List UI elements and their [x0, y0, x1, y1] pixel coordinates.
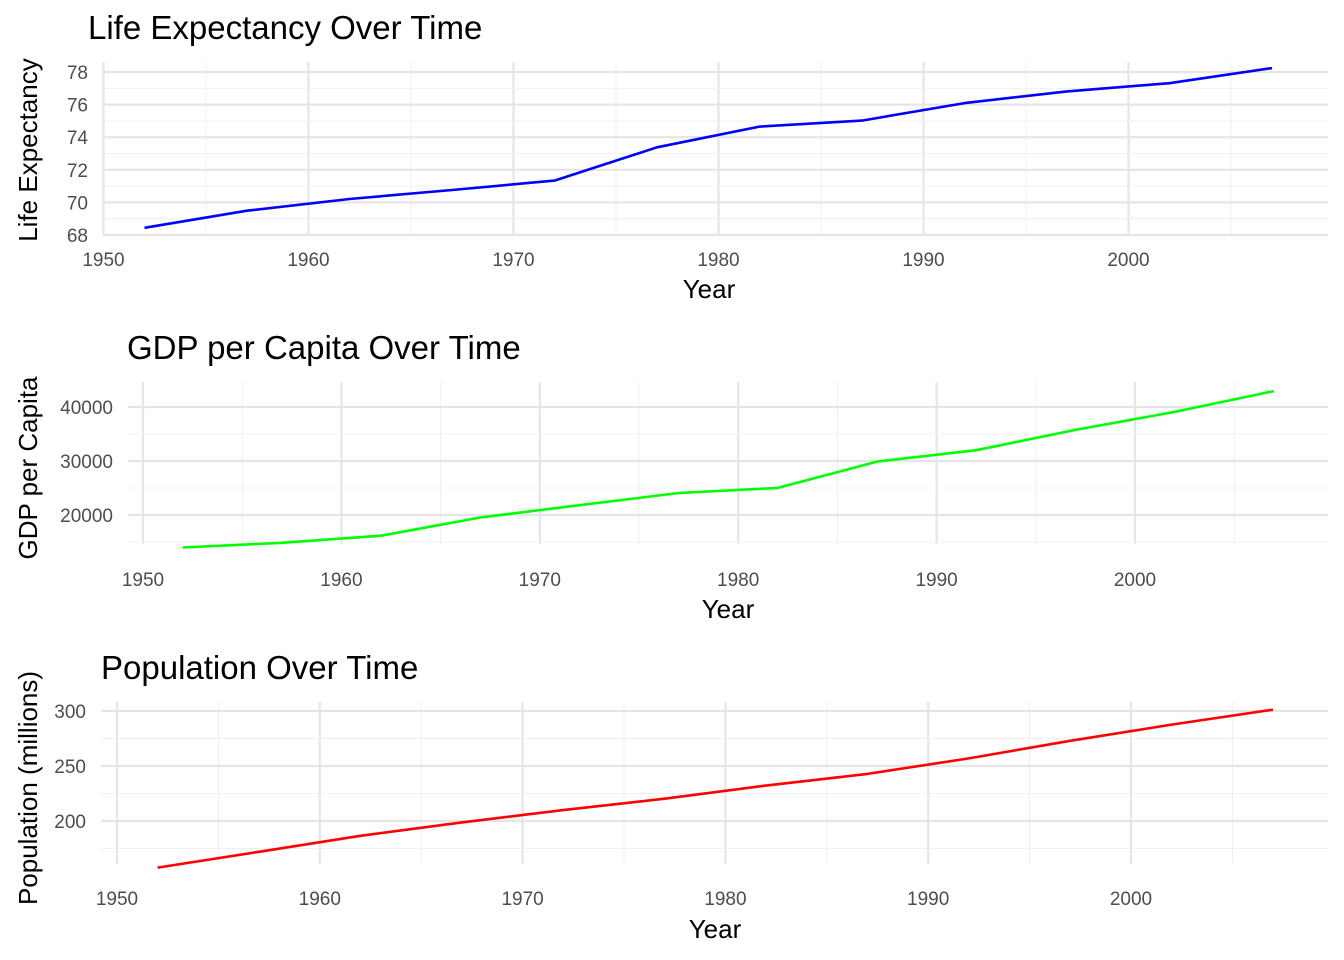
x-tick-label: 1970 [492, 250, 534, 271]
x-tick-label: 1980 [717, 570, 759, 591]
y-axis-label: Population (millions) [13, 671, 43, 905]
chart-title: GDP per Capita Over Time [127, 329, 521, 366]
life-expectancy-chart: 1950 1960 1970 1980 1990 2000 68 70 72 74 76 78 Lif… [13, 9, 1328, 304]
y-tick-label: 40000 [60, 398, 113, 419]
x-axis-label: Year [683, 274, 736, 304]
x-tick-label: 1950 [82, 250, 124, 271]
x-tick-label: 1950 [122, 570, 164, 591]
x-tick-label: 1970 [519, 570, 561, 591]
series-line [157, 708, 1274, 869]
population-chart: 1950 1960 1970 1980 1990 2000 200 250 300 Popula… [13, 649, 1328, 944]
y-tick-label: 300 [54, 702, 86, 723]
life-expectancy-panel: 1950 1960 1970 1980 1990 2000 68 70 72 74 76 78 Lif… [0, 0, 1344, 320]
series-line [182, 389, 1275, 549]
x-tick-label: 1960 [320, 570, 362, 591]
x-tick-label: 2000 [1107, 250, 1149, 271]
x-tick-label: 2000 [1114, 570, 1156, 591]
gdp-per-capita-panel: 1950 1960 1970 1980 1990 2000 20000 30000 40000 … [0, 320, 1344, 640]
series-line [144, 66, 1273, 230]
chart-title: Population Over Time [101, 649, 418, 686]
x-tick-label: 1950 [96, 889, 138, 910]
y-tick-label: 76 [67, 96, 88, 117]
x-tick-label: 1960 [299, 889, 341, 910]
x-tick-label: 1980 [697, 250, 739, 271]
y-tick-label: 20000 [60, 506, 113, 527]
y-tick-label: 78 [67, 63, 88, 84]
x-axis-label: Year [689, 914, 742, 944]
y-tick-label: 200 [54, 812, 86, 833]
y-tick-label: 30000 [60, 452, 113, 473]
gdp-per-capita-chart: 1950 1960 1970 1980 1990 2000200003000040000 … [13, 329, 1328, 624]
x-tick-label: 1980 [704, 889, 746, 910]
x-axis-label: Year [702, 594, 755, 624]
x-tick-label: 1990 [915, 570, 957, 591]
x-tick-label: 1970 [501, 889, 543, 910]
y-tick-label: 70 [67, 193, 88, 214]
x-tick-label: 1990 [907, 889, 949, 910]
y-axis-label: Life Expectancy [13, 58, 43, 242]
y-tick-label: 72 [67, 161, 88, 182]
population-panel: 1950 1960 1970 1980 1990 2000 200 250 300 Popula… [0, 640, 1344, 960]
x-tick-label: 2000 [1110, 889, 1152, 910]
y-tick-label: 74 [67, 128, 89, 149]
y-tick-label: 250 [54, 757, 86, 778]
chart-title: Life Expectancy Over Time [88, 9, 482, 46]
y-axis-label: GDP per Capita [13, 376, 43, 560]
x-tick-label: 1990 [902, 250, 944, 271]
y-tick-label: 68 [67, 226, 88, 247]
x-tick-label: 1960 [287, 250, 329, 271]
